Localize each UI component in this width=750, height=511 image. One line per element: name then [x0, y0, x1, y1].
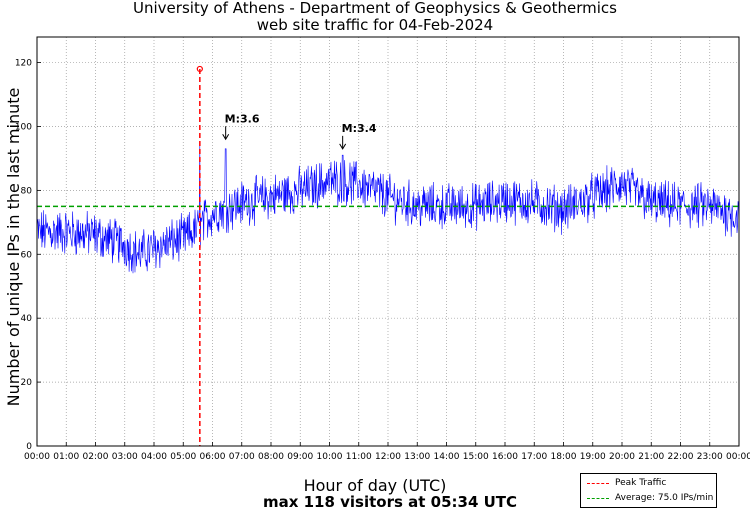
series-line [36, 145, 740, 274]
y-tick-label: 20 [21, 378, 33, 388]
x-tick-label: 17:00 [521, 452, 547, 462]
x-tick-label: 08:00 [258, 452, 284, 462]
annotation-label: M:3.6 [225, 112, 260, 125]
y-axis-label: Number of unique IPs in the last minute [4, 87, 23, 407]
y-tick-label: 100 [15, 122, 32, 132]
x-tick-label: 21:00 [638, 452, 664, 462]
legend-swatch-average [587, 497, 609, 499]
x-tick-label: 01:00 [53, 452, 79, 462]
x-tick-label: 15:00 [463, 452, 489, 462]
chart-title: University of Athens - Department of Geo… [133, 0, 617, 17]
legend-item-average: Average: 75.0 IPs/min [587, 492, 713, 504]
x-tick-label: 03:00 [112, 452, 138, 462]
y-tick-label: 40 [21, 314, 33, 324]
legend-label-average: Average: 75.0 IPs/min [615, 493, 714, 503]
x-tick-label: 11:00 [346, 452, 372, 462]
peak-summary: max 118 visitors at 05:34 UTC [262, 493, 518, 511]
y-tick-label: 0 [26, 442, 32, 452]
x-tick-label: 23:00 [697, 452, 723, 462]
peak-marker [196, 65, 203, 73]
plot-frame [36, 36, 740, 447]
x-tick-label: 13:00 [404, 452, 430, 462]
x-tick-label: 00:00 [24, 452, 50, 462]
annotation-arrow-head [222, 134, 230, 141]
x-tick-label: 12:00 [375, 452, 401, 462]
x-axis-label: Hour of day (UTC) [303, 476, 447, 495]
x-tick-label: 06:00 [200, 452, 226, 462]
x-tick-label: 07:00 [229, 452, 255, 462]
y-tick-label: 120 [15, 59, 32, 69]
x-tick-label: 05:00 [170, 452, 196, 462]
x-tick-label: 20:00 [609, 452, 635, 462]
legend-label-peak: Peak Traffic [615, 478, 667, 488]
y-tick-label: 80 [21, 186, 33, 196]
x-tick-label: 18:00 [551, 452, 577, 462]
annotation-label: M:3.4 [342, 122, 377, 135]
chart-subtitle: web site traffic for 04-Feb-2024 [256, 16, 494, 34]
legend: Peak Traffic Average: 75.0 IPs/min [580, 473, 717, 508]
x-tick-label: 16:00 [492, 452, 518, 462]
x-tick-label: 04:00 [141, 452, 167, 462]
x-tick-label: 02:00 [83, 452, 109, 462]
x-tick-label: 19:00 [580, 452, 606, 462]
x-tick-label: 09:00 [287, 452, 313, 462]
y-tick-label: 60 [21, 250, 33, 260]
x-tick-label: 10:00 [317, 452, 343, 462]
annotation-arrow-head [339, 143, 347, 150]
x-tick-label: 22:00 [668, 452, 694, 462]
legend-swatch-peak [587, 482, 609, 484]
legend-item-peak: Peak Traffic [587, 477, 666, 489]
x-tick-label: 00:00 [726, 452, 750, 462]
x-tick-label: 14:00 [434, 452, 460, 462]
